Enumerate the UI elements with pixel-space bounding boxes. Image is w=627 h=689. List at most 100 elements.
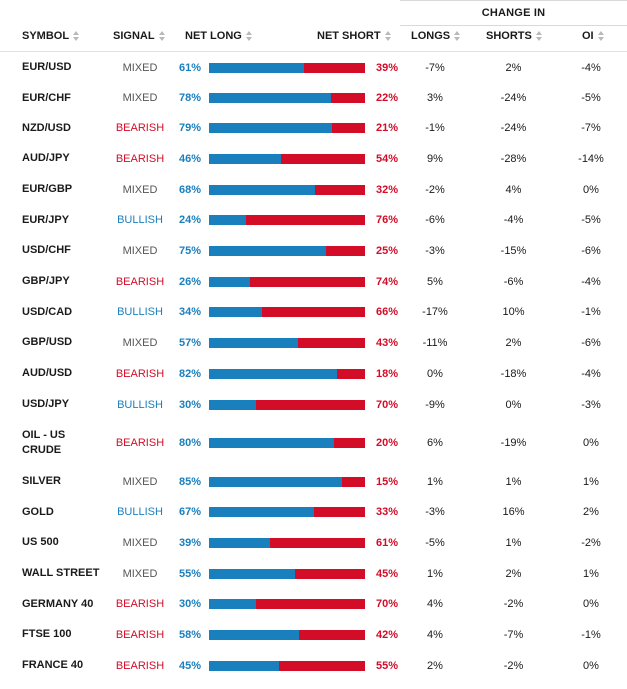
net-long-cell: 79%: [178, 122, 201, 134]
signal-cell: BEARISH: [115, 628, 165, 641]
table-row[interactable]: FRANCE 40 BEARISH 45% 55% 2% -2% 0%: [0, 650, 627, 681]
oi-change-cell: -4%: [581, 275, 601, 288]
net-short-cell: 54%: [375, 152, 398, 165]
signal-cell: BEARISH: [115, 152, 165, 165]
signal-cell: MIXED: [122, 475, 158, 488]
symbol-cell[interactable]: SILVER: [22, 475, 61, 487]
header-symbol-label: SYMBOL: [22, 30, 70, 42]
symbol-cell[interactable]: US 500: [22, 536, 59, 548]
header-net-short-label: NET SHORT: [317, 30, 381, 42]
shorts-change-cell: 1%: [505, 536, 522, 549]
header-net-long-label: NET LONG: [185, 30, 242, 42]
symbol-cell[interactable]: GOLD: [22, 505, 54, 518]
table-row[interactable]: GBP/JPY BEARISH 26% 74% 5% -6% -4%: [0, 266, 627, 297]
oi-change-cell: -4%: [581, 367, 601, 380]
symbol-cell[interactable]: OIL - US CRUDE: [22, 429, 66, 456]
symbol-cell[interactable]: FTSE 100: [22, 628, 72, 640]
sentiment-bar-cell: [209, 527, 365, 558]
signal-cell: BEARISH: [115, 437, 165, 449]
symbol-cell[interactable]: EUR/CHF: [22, 91, 71, 104]
table-row[interactable]: NZD/USD BEARISH 79% 21% -1% -24% -7%: [0, 113, 627, 143]
sentiment-bar-cell: [209, 143, 365, 174]
symbol-cell[interactable]: USD/CAD: [22, 305, 73, 318]
table-row[interactable]: EUR/USD MIXED 61% 39% -7% 2% -4%: [0, 52, 627, 83]
net-long-cell: 26%: [178, 275, 201, 288]
shorts-change-cell: -4%: [503, 214, 524, 226]
net-short-bar: [326, 245, 365, 256]
net-long-cell: 67%: [178, 506, 201, 518]
header-signal[interactable]: SIGNAL: [113, 25, 165, 51]
symbol-cell[interactable]: NZD/USD: [22, 121, 71, 134]
table-row[interactable]: FTSE 100 BEARISH 58% 42% 4% -7% -1%: [0, 619, 627, 650]
symbol-cell[interactable]: AUD/JPY: [22, 152, 70, 164]
symbol-cell[interactable]: GERMANY 40: [22, 597, 94, 610]
oi-change-cell: -6%: [581, 336, 601, 349]
sentiment-bar-cell: [209, 466, 365, 497]
symbol-cell[interactable]: USD/CHF: [22, 244, 71, 256]
longs-change-cell: 6%: [427, 437, 443, 449]
net-short-bar: [269, 537, 365, 548]
net-long-cell: 75%: [178, 244, 201, 257]
sort-icon: [384, 31, 391, 42]
symbol-cell[interactable]: EUR/JPY: [22, 213, 70, 226]
symbol-cell[interactable]: FRANCE 40: [22, 659, 84, 671]
signal-cell: BEARISH: [115, 659, 165, 672]
header-net-long[interactable]: NET LONG: [185, 25, 252, 51]
net-long-bar: [209, 184, 316, 195]
shorts-change-cell: 10%: [502, 306, 525, 318]
symbol-cell[interactable]: EUR/GBP: [22, 183, 73, 195]
header-shorts[interactable]: SHORTS: [486, 25, 542, 51]
net-long-bar: [209, 507, 314, 517]
sentiment-bar-cell: [209, 83, 365, 113]
signal-cell: BULLISH: [117, 506, 163, 518]
sentiment-bar-cell: [209, 235, 365, 266]
table-row[interactable]: GBP/USD MIXED 57% 43% -11% 2% -6%: [0, 327, 627, 358]
longs-change-cell: 1%: [427, 475, 443, 488]
table-row[interactable]: USD/JPY BULLISH 30% 70% -9% 0% -3%: [0, 389, 627, 420]
header-oi[interactable]: OI: [582, 25, 604, 51]
table-row[interactable]: OIL - US CRUDE BEARISH 80% 20% 6% -19% 0%: [0, 420, 627, 466]
net-long-bar: [209, 476, 342, 487]
longs-change-cell: 3%: [427, 92, 443, 104]
symbol-cell[interactable]: AUD/USD: [22, 367, 73, 379]
sentiment-bar: [209, 476, 365, 487]
longs-change-cell: -11%: [422, 336, 448, 349]
table-row[interactable]: USD/CHF MIXED 75% 25% -3% -15% -6%: [0, 235, 627, 266]
table-row[interactable]: AUD/USD BEARISH 82% 18% 0% -18% -4%: [0, 358, 627, 389]
header-longs[interactable]: LONGS: [411, 25, 461, 51]
net-short-bar: [294, 568, 365, 579]
header-symbol[interactable]: SYMBOL: [22, 25, 80, 51]
table-row[interactable]: AUD/JPY BEARISH 46% 54% 9% -28% -14%: [0, 143, 627, 174]
oi-change-cell: 0%: [583, 437, 599, 449]
net-short-cell: 45%: [375, 567, 398, 580]
sentiment-bar-cell: [209, 358, 365, 389]
table-row[interactable]: EUR/JPY BULLISH 24% 76% -6% -4% -5%: [0, 205, 627, 235]
oi-change-cell: -5%: [581, 214, 601, 226]
shorts-change-cell: 2%: [505, 336, 522, 349]
table-row[interactable]: WALL STREET MIXED 55% 45% 1% 2% 1%: [0, 558, 627, 589]
symbol-cell[interactable]: GBP/JPY: [22, 275, 70, 287]
table-row[interactable]: SILVER MIXED 85% 15% 1% 1% 1%: [0, 466, 627, 497]
symbol-cell[interactable]: USD/JPY: [22, 398, 70, 410]
symbol-cell[interactable]: GBP/USD: [22, 336, 73, 348]
shorts-change-cell: -24%: [500, 122, 527, 134]
sentiment-bar-cell: [209, 327, 365, 358]
net-long-cell: 61%: [178, 61, 201, 74]
longs-change-cell: 9%: [427, 152, 443, 165]
table-row[interactable]: EUR/CHF MIXED 78% 22% 3% -24% -5%: [0, 83, 627, 113]
header-net-short[interactable]: NET SHORT: [317, 25, 391, 51]
sentiment-bar: [209, 184, 365, 195]
table-row[interactable]: USD/CAD BULLISH 34% 66% -17% 10% -1%: [0, 297, 627, 327]
net-short-cell: 25%: [375, 244, 398, 257]
table-row[interactable]: EUR/GBP MIXED 68% 32% -2% 4% 0%: [0, 174, 627, 205]
net-long-bar: [209, 438, 334, 448]
table-row[interactable]: US 500 MIXED 39% 61% -5% 1% -2%: [0, 527, 627, 558]
symbol-cell[interactable]: EUR/USD: [22, 61, 72, 73]
net-long-bar: [209, 660, 280, 671]
table-row[interactable]: GOLD BULLISH 67% 33% -3% 16% 2%: [0, 497, 627, 527]
symbol-cell[interactable]: WALL STREET: [22, 567, 100, 579]
net-long-cell: 45%: [178, 659, 201, 672]
table-row[interactable]: GERMANY 40 BEARISH 30% 70% 4% -2% 0%: [0, 589, 627, 619]
shorts-change-cell: 2%: [505, 61, 522, 74]
net-long-cell: 34%: [178, 306, 201, 318]
